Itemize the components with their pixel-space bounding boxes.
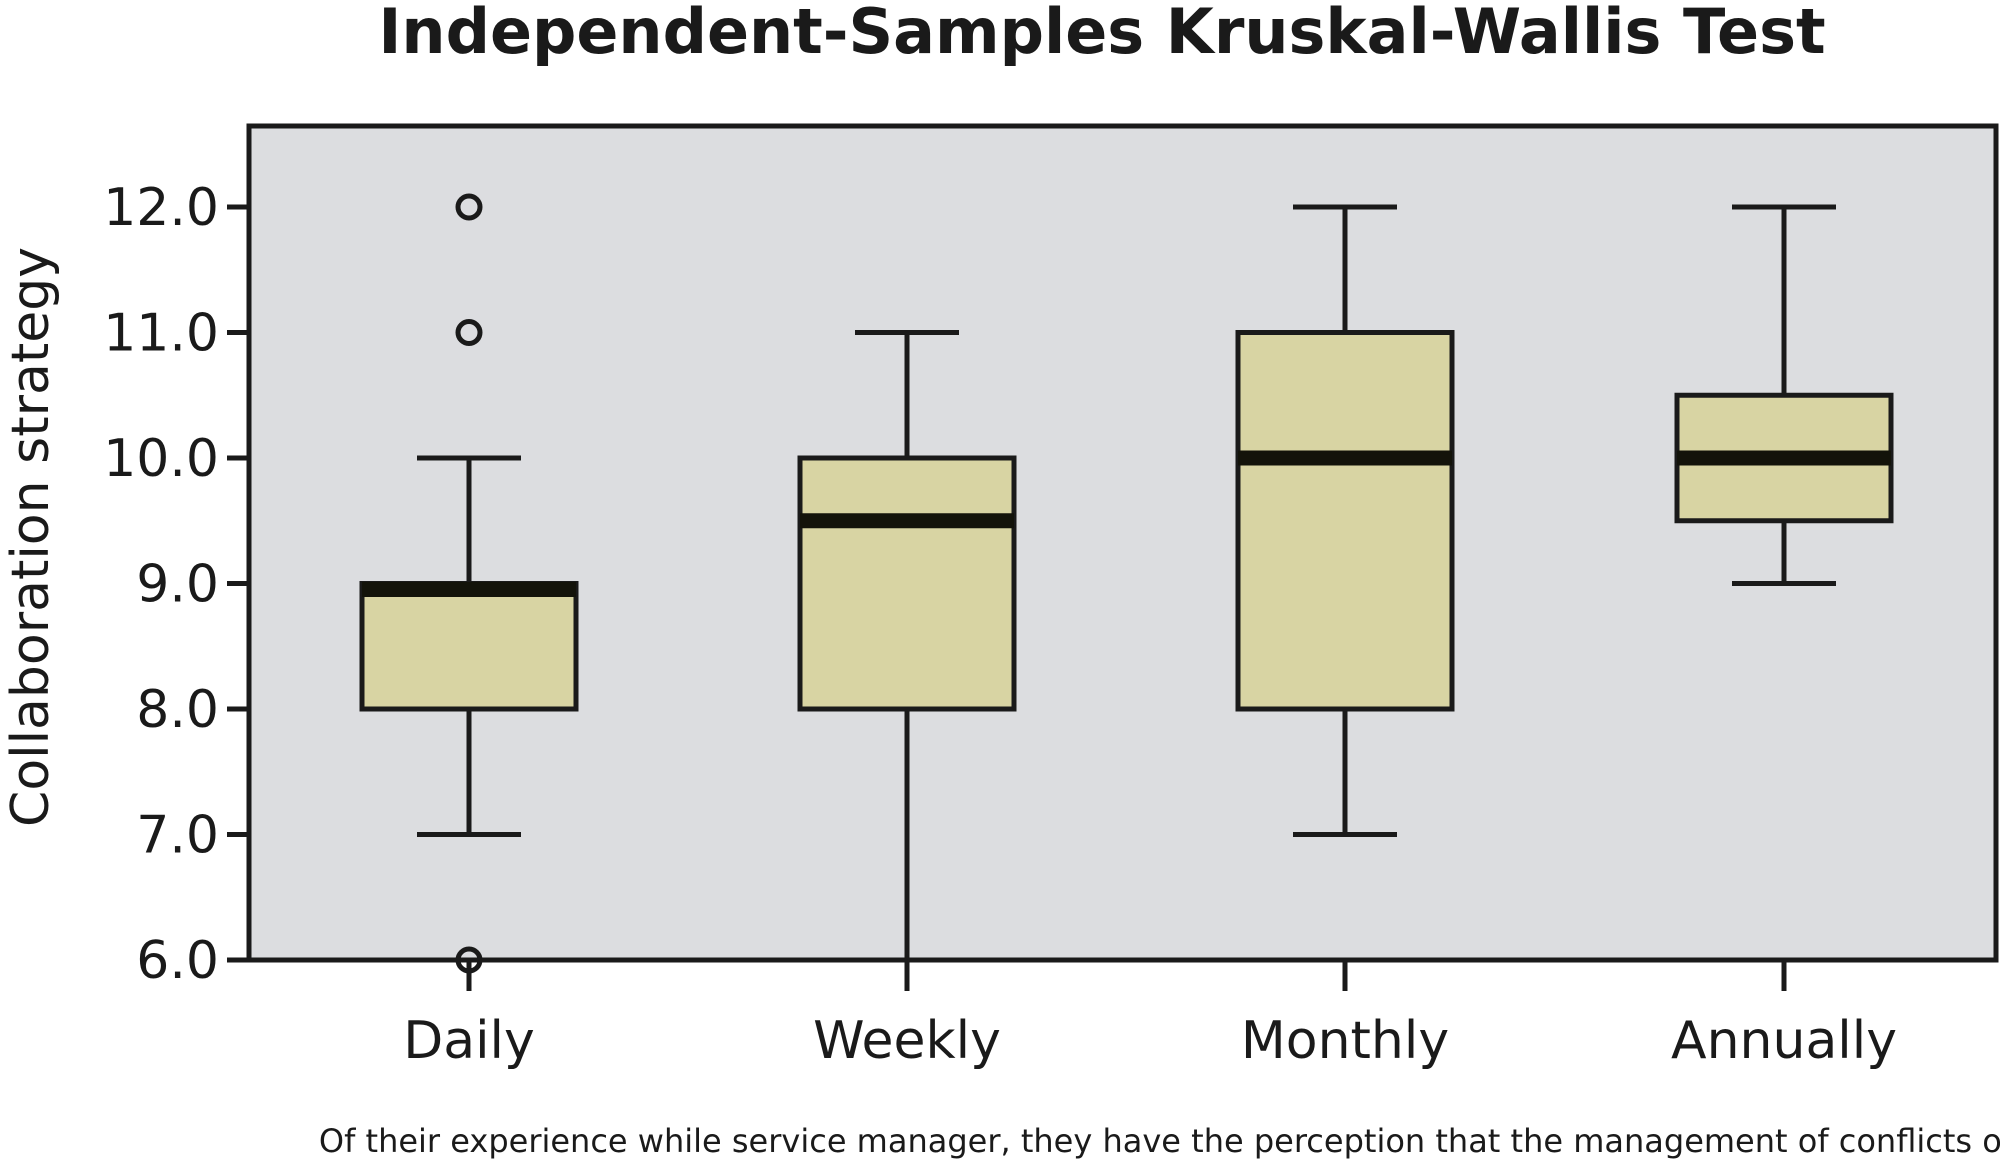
box-annually	[1674, 204, 1894, 586]
plot-area	[246, 123, 1999, 963]
box-rect	[797, 455, 1017, 712]
y-tick-label: 8.0	[136, 680, 219, 740]
x-tick-label: Daily	[403, 1011, 535, 1071]
y-axis: 6.0 7.0 8.0 9.0 10.0 11.0 12.0	[103, 178, 249, 991]
x-tick-label: Annually	[1671, 1011, 1897, 1071]
x-tick-label: Weekly	[813, 1011, 1001, 1071]
outlier-point	[455, 319, 483, 346]
boxes-layer	[359, 193, 1894, 974]
x-axis-label: Of their experience while service manage…	[319, 1122, 2000, 1160]
y-tick-label: 9.0	[136, 555, 219, 615]
box-daily	[359, 193, 579, 974]
y-tick-label: 7.0	[136, 806, 219, 866]
box-weekly	[797, 330, 1017, 960]
y-tick-label: 11.0	[103, 304, 219, 364]
box-monthly	[1235, 204, 1455, 837]
x-axis: Daily Weekly Monthly Annually	[403, 960, 1897, 1071]
y-tick-label: 6.0	[136, 931, 219, 991]
outlier-point	[455, 193, 483, 221]
box-rect	[359, 581, 579, 712]
box-rect	[1235, 330, 1455, 712]
y-axis-label: Collaboration strategy	[1, 247, 61, 827]
chart-title: Independent-Samples Kruskal-Wallis Test	[378, 0, 1825, 68]
x-tick-label: Monthly	[1241, 1011, 1449, 1071]
y-tick-label: 12.0	[103, 178, 219, 238]
y-tick-label: 10.0	[103, 429, 219, 489]
